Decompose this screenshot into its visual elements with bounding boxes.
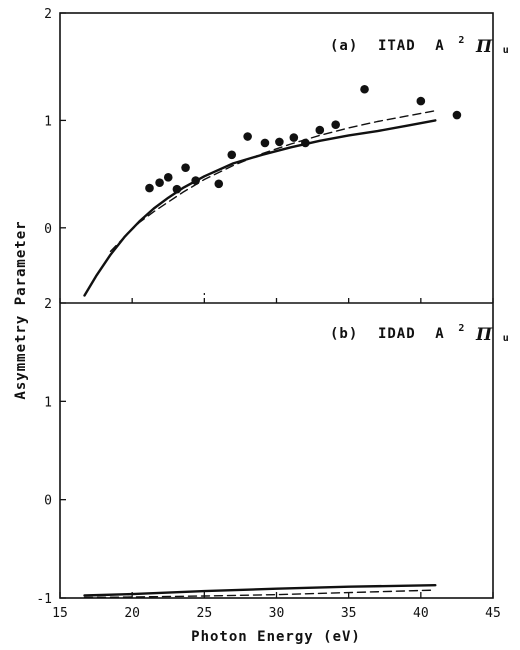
axes-layer	[59, 12, 494, 599]
data-point-panel-a	[191, 176, 200, 185]
data-point-panel-a	[172, 184, 182, 194]
data-point-panel-a	[331, 120, 340, 130]
x-axis-label: Photon Energy (eV)	[191, 629, 361, 645]
y-tick-label-panel-a-2: 2	[44, 7, 52, 22]
y-tick-label-panel-b-1: 1	[44, 395, 52, 410]
data-point-panel-a	[416, 96, 426, 106]
x-tick-label-35: 35	[341, 606, 357, 621]
data-point-panel-a	[301, 138, 310, 148]
panel-b-label: (b) IDAD A 2 Π u	[330, 316, 509, 345]
solid-curve-panel-a	[83, 119, 437, 297]
plot-frame	[59, 12, 494, 599]
panel-a-label: (a) ITAD A 2 Π u	[330, 28, 509, 57]
series-layer	[83, 84, 462, 599]
dashed-curve-panel-b	[83, 589, 436, 599]
y-tick-label-panel-b--1: -1	[36, 592, 52, 607]
x-tick-label-25: 25	[197, 606, 213, 621]
dashed-curve-panel-a	[109, 110, 436, 253]
data-point-panel-a	[243, 132, 252, 141]
data-point-panel-a	[289, 133, 299, 142]
data-point-panel-a	[214, 179, 224, 189]
data-point-panel-a	[227, 150, 237, 160]
ticks-layer: 15 20 25 30 35 40 45 2 1 0 2 1 0 -1	[36, 7, 500, 621]
data-point-panel-a	[260, 138, 270, 148]
data-point-panel-a	[181, 163, 190, 172]
y-tick-label-panel-a-0: 0	[44, 222, 52, 237]
x-tick-label-30: 30	[269, 606, 285, 621]
y-tick-label-panel-b-0: 0	[44, 494, 52, 509]
data-point-panel-a	[452, 110, 462, 120]
data-point-panel-a	[155, 178, 164, 188]
data-point-panel-a	[275, 137, 284, 147]
data-point-panel-a	[315, 125, 325, 135]
data-point-panel-a	[163, 173, 173, 182]
x-tick-label-20: 20	[124, 606, 140, 621]
data-point-panel-a	[360, 84, 369, 94]
x-tick-label-15: 15	[52, 606, 68, 621]
solid-curve-panel-b	[83, 584, 437, 597]
data-point-panel-a	[145, 183, 154, 193]
y-tick-label-panel-a-1: 1	[44, 114, 52, 129]
y-axis-label: Asymmetry Parameter	[13, 220, 29, 399]
y-tick-label-panel-b-2: 2	[44, 297, 52, 312]
x-tick-label-40: 40	[413, 606, 429, 621]
x-tick-label-45: 45	[485, 606, 501, 621]
